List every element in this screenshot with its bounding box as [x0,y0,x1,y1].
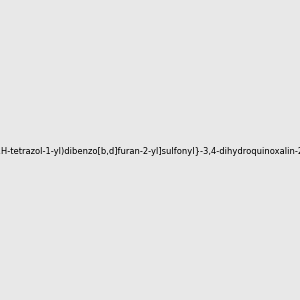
Text: 4-{[7-(1H-tetrazol-1-yl)dibenzo[b,d]furan-2-yl]sulfonyl}-3,4-dihydroquinoxalin-2: 4-{[7-(1H-tetrazol-1-yl)dibenzo[b,d]fura… [0,147,300,156]
